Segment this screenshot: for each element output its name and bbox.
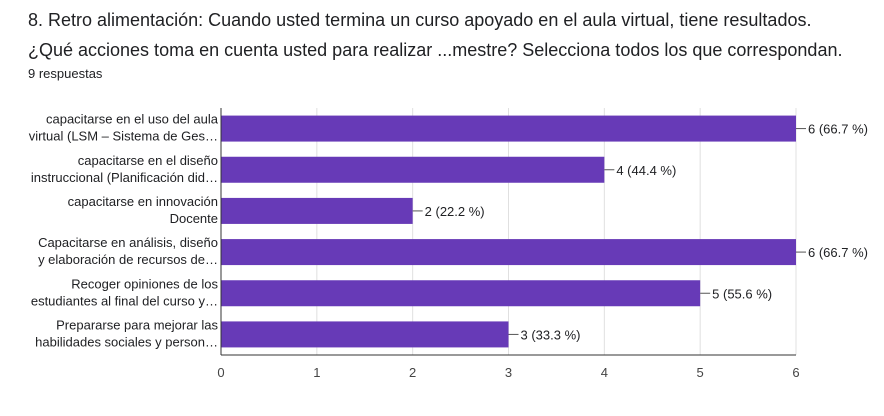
bar [221, 115, 796, 142]
bar [221, 239, 796, 266]
chart-gridlines [316, 108, 797, 355]
question-title-line-1: 8. Retro alimentación: Cuando usted term… [28, 10, 812, 30]
x-tick-label: 4 [601, 365, 608, 380]
chart-axes [220, 108, 796, 356]
x-tick-label: 6 [792, 365, 799, 380]
bar [221, 321, 509, 348]
bar [221, 197, 413, 224]
chart-labels: 0 1 2 3 4 5 6 6 (66.7 %) capacitarse en el uso d… [29, 112, 868, 380]
category-label: capacitarse en innovación Docente [68, 194, 218, 226]
chart-bars [221, 115, 796, 348]
bar [221, 280, 701, 307]
data-label: 6 (66.7 %) [808, 122, 868, 137]
category-label: capacitarse en el diseño instruccional (P… [31, 153, 218, 185]
x-tick-label: 5 [697, 365, 704, 380]
x-tick-label: 0 [217, 365, 224, 380]
bar [221, 156, 605, 183]
question-title-line-2: ¿Qué acciones toma en cuenta usted para … [28, 40, 843, 60]
category-label: Capacitarse en análisis, diseño y elabora… [38, 235, 218, 267]
category-label: capacitarse en el uso del aula virtual (L… [29, 112, 219, 144]
x-tick-label: 3 [505, 365, 512, 380]
data-label: 4 (44.4 %) [616, 163, 676, 178]
data-label: 3 (33.3 %) [521, 327, 581, 342]
response-count: 9 respuestas [28, 66, 103, 81]
category-label: Recoger opiniones de los estudiantes al f… [31, 276, 219, 308]
x-tick-label: 1 [313, 365, 320, 380]
data-label: 5 (55.6 %) [712, 286, 772, 301]
category-label: Prepararse para mejorar las habilidades s… [35, 317, 218, 349]
data-label: 2 (22.2 %) [425, 204, 485, 219]
x-tick-label: 2 [409, 365, 416, 380]
data-label: 6 (66.7 %) [808, 245, 868, 260]
